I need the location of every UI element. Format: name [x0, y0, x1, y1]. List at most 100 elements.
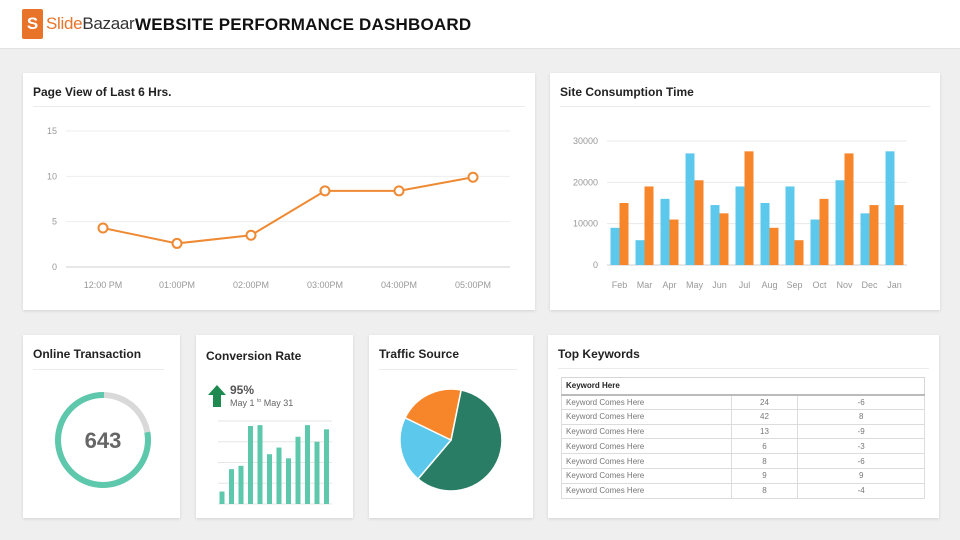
data-point — [171, 237, 183, 249]
table-row: Keyword Comes Here 9 9 — [561, 467, 925, 484]
keyword-cell: Keyword Comes Here — [561, 438, 732, 455]
x-tick-label: Oct — [812, 280, 827, 290]
bar — [894, 205, 904, 265]
bar — [644, 186, 654, 265]
x-tick-label: Jun — [712, 280, 727, 290]
bar — [810, 219, 820, 265]
bar — [760, 203, 770, 265]
keyword-cell: Keyword Comes Here — [561, 453, 732, 469]
bar — [785, 186, 795, 265]
x-tick-label: 02:00PM — [233, 280, 269, 290]
pie-slice — [399, 416, 453, 480]
x-tick-label: Aug — [761, 280, 777, 290]
page-view-line-chart: 0 5 10 15 12:00 PM 01:00PM 02:00PM 03:00PM 04:00… — [47, 126, 510, 290]
table-row: Keyword Comes Here 6 -3 — [561, 438, 925, 455]
page-view-card: Page View of Last 6 Hrs. 0 5 10 15 12:00 PM 0… — [23, 73, 535, 310]
change-cell: 9 — [797, 467, 925, 484]
value-cell: 9 — [730, 467, 799, 484]
y-tick-label: 30000 — [573, 136, 598, 146]
y-tick-label: 15 — [47, 126, 57, 136]
site-consumption-title: Site Consumption Time — [560, 85, 694, 99]
bar — [769, 227, 779, 265]
change-cell: -6 — [797, 394, 925, 410]
x-tick-label: Nov — [836, 280, 853, 290]
table-row: Keyword Comes Here 13 -9 — [561, 423, 925, 440]
divider — [558, 368, 929, 369]
keyword-cell: Keyword Comes Here — [561, 467, 732, 484]
table-header: Keyword Here — [561, 377, 925, 396]
keyword-cell: Keyword Comes Here — [561, 482, 732, 499]
bar — [835, 180, 845, 265]
traffic-source-pie-chart — [399, 388, 503, 492]
bar — [735, 186, 745, 265]
conversion-date-range: May 1 to May 31 — [230, 398, 294, 408]
bar — [248, 425, 253, 504]
up-arrow-icon — [208, 385, 226, 407]
bar — [885, 151, 895, 265]
table-row: Keyword Comes Here 42 8 — [561, 408, 925, 425]
traffic-source-title: Traffic Source — [379, 347, 460, 361]
bar — [635, 240, 645, 265]
bar — [257, 425, 263, 504]
x-tick-label: 03:00PM — [307, 280, 343, 290]
bar — [669, 219, 679, 265]
bar — [314, 441, 320, 504]
bar — [276, 447, 282, 504]
change-cell: -3 — [797, 438, 925, 455]
pie-slice — [416, 389, 503, 492]
x-tick-label: Mar — [637, 280, 653, 290]
table-row: Keyword Comes Here 8 -4 — [561, 482, 925, 499]
bar — [295, 436, 301, 504]
bar — [660, 198, 670, 265]
conversion-bar-chart — [218, 420, 332, 505]
divider — [560, 106, 930, 107]
change-cell: -6 — [797, 453, 925, 469]
value-cell: 6 — [730, 438, 799, 455]
keyword-cell: Keyword Comes Here — [561, 394, 732, 410]
bar — [710, 205, 720, 265]
keywords-table: Keyword Here Keyword Comes Here 24 -6 Keywo… — [561, 377, 925, 499]
data-point — [245, 229, 257, 241]
bar — [267, 454, 272, 504]
bar — [229, 469, 234, 504]
bar — [324, 429, 329, 504]
conversion-percent: 95% — [230, 383, 255, 397]
bar — [844, 153, 854, 265]
value-cell: 13 — [730, 423, 799, 440]
x-tick-label: 04:00PM — [381, 280, 417, 290]
x-tick-label: 01:00PM — [159, 280, 195, 290]
change-cell: -4 — [797, 482, 925, 499]
x-tick-label: Sep — [786, 280, 802, 290]
transaction-ring-gauge: 643 — [55, 392, 151, 488]
transaction-count: 643 — [85, 428, 122, 453]
header: S SlideBazaar WEBSITE PERFORMANCE DASHBO… — [0, 0, 960, 49]
bar — [685, 153, 695, 265]
keyword-cell: Keyword Comes Here — [561, 408, 732, 425]
table-header-row: Keyword Here — [561, 377, 925, 396]
bar — [610, 227, 620, 265]
bar — [286, 458, 291, 504]
y-tick-label: 0 — [52, 262, 57, 272]
pie-slice — [404, 388, 463, 442]
table-row: Keyword Comes Here 24 -6 — [561, 394, 925, 410]
value-cell: 8 — [730, 453, 799, 469]
divider — [33, 369, 164, 370]
top-keywords-title: Top Keywords — [558, 347, 640, 361]
site-consumption-bar-chart: 0 10000 20000 30000 Feb Mar Apr May Jun Jul Aug Sep… — [573, 136, 907, 290]
data-point — [97, 222, 109, 234]
bar — [238, 465, 244, 504]
divider — [33, 106, 525, 107]
logo-icon: S — [22, 9, 43, 39]
data-point — [467, 171, 479, 183]
brand-logo[interactable]: S SlideBazaar — [22, 9, 135, 39]
bar — [860, 213, 870, 265]
divider — [379, 369, 517, 370]
bar — [819, 198, 829, 265]
y-tick-label: 0 — [593, 260, 598, 270]
bar — [744, 151, 754, 265]
x-tick-label: Jul — [739, 280, 751, 290]
top-keywords-card: Top Keywords Keyword Here Keyword Comes … — [548, 335, 939, 518]
x-tick-label: Jan — [887, 280, 902, 290]
table-row: Keyword Comes Here 8 -6 — [561, 453, 925, 469]
x-tick-label: May — [686, 280, 704, 290]
